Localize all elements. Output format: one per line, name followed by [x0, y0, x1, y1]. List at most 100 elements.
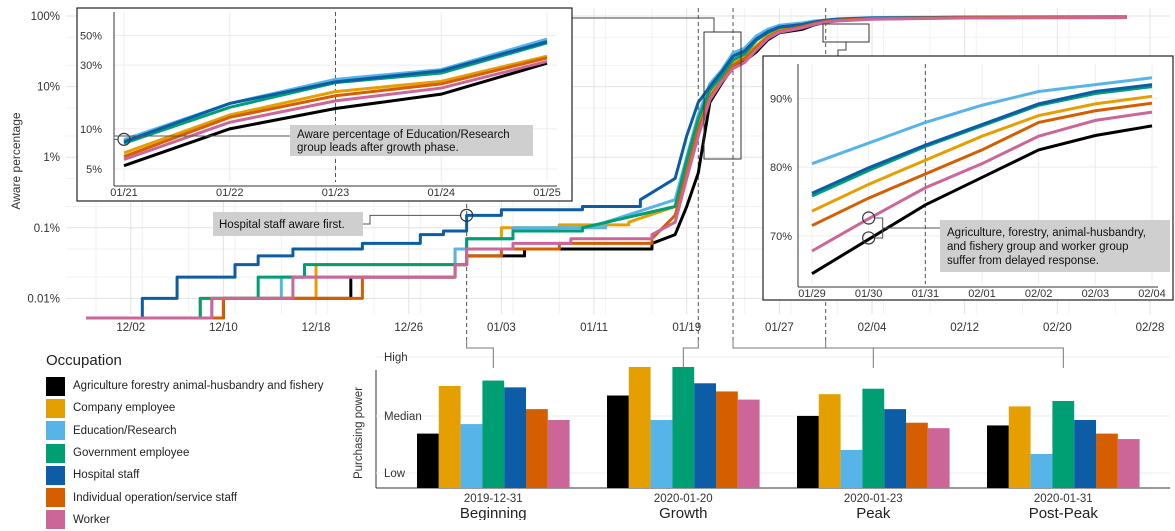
- x-tick-label: 12/02: [116, 322, 145, 334]
- zoom-box-growth: [703, 31, 742, 160]
- bar-0-1: [438, 386, 461, 488]
- bar-1-1: [628, 366, 651, 488]
- y-tick-label: 10%: [37, 82, 60, 94]
- legend-item: Company employee: [46, 397, 346, 419]
- inset-post-peak: 70% 80% 90% 01/29 01/30 01/31 02/01 02/02 02/03 0…: [762, 55, 1174, 301]
- bar-group-date: 2020-01-20: [654, 493, 713, 505]
- figure: 0.01% 0.1% 1% 10% 100% 12/02 12/10 12/18 12/26 01…: [9, 7, 1174, 520]
- hospital-callout-line: [363, 214, 461, 225]
- hospital-highlight-circle: [460, 208, 474, 222]
- inset1-callout-line: [113, 135, 292, 140]
- legend-item: Education/Research: [46, 420, 346, 442]
- inset-early-growth: 5% 10% 30% 50% 01/21 01/22 01/23 01/24 01/25 Awar…: [76, 7, 573, 202]
- x-tick-label: 12/10: [209, 322, 238, 334]
- inset2-x-tick: 01/31: [912, 288, 940, 300]
- connector-inset1: [572, 17, 715, 32]
- phase-connector: [466, 340, 494, 368]
- inset2-note-box: [940, 220, 1170, 272]
- connector-inset2: [837, 42, 847, 56]
- inset2-y-tick: 80%: [770, 162, 792, 174]
- bar-group-date: 2020-01-23: [844, 493, 903, 505]
- inset2-y-tick: 90%: [770, 93, 792, 105]
- x-tick-label: 02/20: [1043, 322, 1072, 334]
- x-tick-label: 12/18: [302, 322, 331, 334]
- inset1-x-tick: 01/21: [110, 187, 138, 199]
- inset1-line-6: [123, 59, 548, 161]
- hospital-note-box: [213, 212, 363, 236]
- inset1-line-0: [123, 61, 548, 168]
- inset1-x-tick: 01/25: [533, 187, 561, 199]
- bar-0-0: [417, 433, 439, 488]
- bar-3-3: [1052, 400, 1075, 488]
- inset2-x-tick: 02/02: [1025, 288, 1053, 300]
- inset1-note-line2: group leads after growth phase.: [297, 142, 459, 154]
- inset1-y-tick: 5%: [86, 164, 102, 176]
- bar-y-tick: High: [384, 352, 408, 364]
- x-tick-label: 01/03: [487, 322, 516, 334]
- legend-label: Government employee: [73, 447, 190, 460]
- bar-2-3: [862, 388, 885, 488]
- inset1-y-tick: 30%: [80, 60, 102, 72]
- bar-1-4: [694, 383, 716, 488]
- bar-2-5: [906, 422, 928, 488]
- bar-1-3: [672, 366, 695, 488]
- bar-2-6: [927, 428, 950, 488]
- bar-0-5: [526, 409, 548, 488]
- legend-swatch: [46, 443, 65, 463]
- y-tick-label: 0.01%: [27, 293, 60, 305]
- bar-2-4: [884, 409, 906, 488]
- legend-swatch: [46, 376, 65, 396]
- bar-1-5: [716, 391, 738, 488]
- legend-label: Education/Research: [73, 424, 177, 437]
- inset1-note-box: [290, 125, 533, 156]
- bar-group-phase: Peak: [856, 505, 891, 520]
- bar-3-4: [1074, 420, 1096, 488]
- inset1-line-4: [123, 40, 548, 144]
- inset2-x-tick: 01/30: [855, 288, 883, 300]
- y-axis-title: Aware percentage: [9, 112, 23, 210]
- legend-label: Company employee: [73, 402, 176, 415]
- series-line-6: [86, 16, 1127, 320]
- inset2-line-1: [811, 94, 1153, 213]
- inset2-y-tick: 70%: [770, 231, 792, 243]
- legend-label: Agriculture forestry animal-husbandry an…: [73, 380, 324, 393]
- x-tick-label: 12/26: [394, 322, 423, 334]
- legend-swatch: [46, 488, 65, 508]
- bar-y-axis-title: Purchasing power: [353, 387, 365, 479]
- bar-group-phase: Post-Peak: [1029, 505, 1099, 520]
- inset2-note-line3: suffer from delayed response.: [947, 255, 1099, 267]
- x-tick-label: 01/19: [672, 322, 701, 334]
- phase-connector: [682, 340, 699, 368]
- inset2-note-line1: Agriculture, forestry, animal-husbandry,: [947, 227, 1146, 239]
- x-tick-label: 01/11: [580, 322, 608, 334]
- bar-y-tick: Low: [384, 468, 406, 480]
- inset2-line-2: [811, 76, 1153, 166]
- bar-0-2: [460, 424, 483, 488]
- legend-swatch: [46, 465, 65, 485]
- inset2-line-4: [811, 83, 1153, 195]
- legend-title: Occupation: [46, 352, 122, 369]
- inset2-line-0: [811, 124, 1153, 275]
- bar-3-6: [1117, 439, 1140, 488]
- legend-item: Government employee: [46, 442, 346, 464]
- purchasing-power-bars: Low Median High Purchasing power 2019-12-31B…: [353, 340, 1170, 520]
- bar-group-date: 2019-12-31: [464, 493, 523, 505]
- legend-item: Hospital staff: [46, 464, 346, 486]
- y-tick-label: 100%: [31, 11, 60, 23]
- bar-y-tick: Median: [384, 411, 422, 423]
- bar-0-4: [504, 387, 526, 488]
- bar-3-0: [987, 425, 1009, 488]
- legend-item: Agriculture forestry animal-husbandry an…: [46, 375, 346, 397]
- bar-3-5: [1096, 433, 1118, 488]
- x-tick-label: 02/12: [950, 322, 979, 334]
- bar-0-6: [547, 420, 570, 488]
- series-line-4: [86, 15, 1127, 320]
- bar-0-3: [482, 380, 505, 488]
- x-tick-label: 02/04: [858, 322, 887, 334]
- inset2-x-tick: 02/04: [1138, 288, 1166, 300]
- y-tick-label: 0.1%: [34, 223, 60, 235]
- inset2-line-6: [811, 110, 1153, 253]
- inset1-x-tick: 01/23: [322, 187, 350, 199]
- inset1-line-5: [123, 56, 548, 158]
- x-tick-label: 01/27: [765, 322, 794, 334]
